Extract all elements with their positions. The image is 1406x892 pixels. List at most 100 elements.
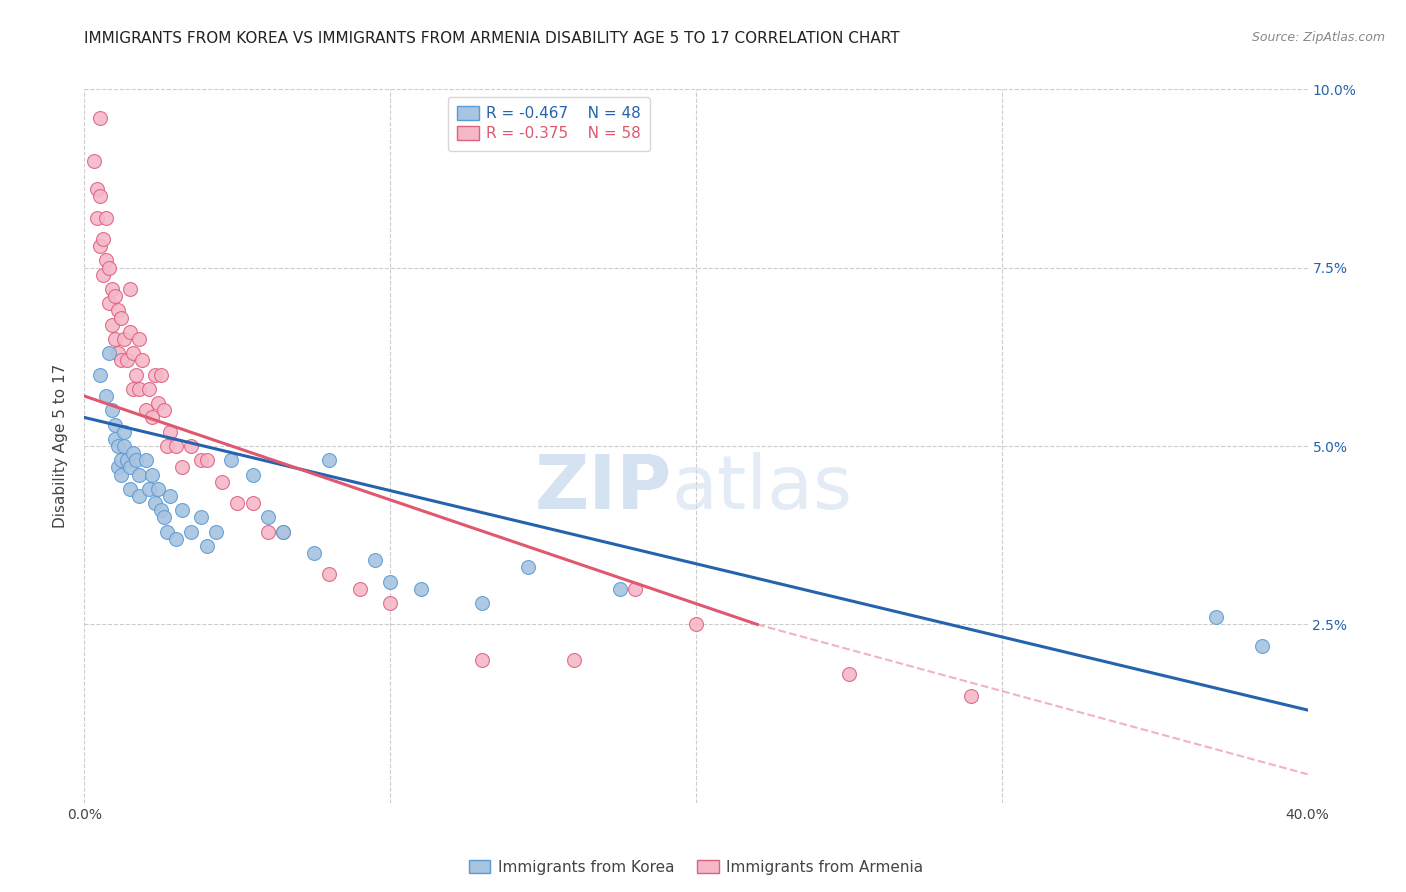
Point bbox=[120, 325, 142, 339]
Point bbox=[138, 382, 160, 396]
Point bbox=[143, 368, 166, 382]
Point bbox=[195, 539, 218, 553]
Point bbox=[180, 524, 202, 539]
Point bbox=[101, 318, 124, 332]
Point bbox=[165, 439, 187, 453]
Point bbox=[562, 653, 585, 667]
Point bbox=[471, 653, 494, 667]
Point bbox=[195, 453, 218, 467]
Point bbox=[104, 332, 127, 346]
Point bbox=[159, 425, 181, 439]
Point bbox=[226, 496, 249, 510]
Point bbox=[91, 268, 114, 282]
Point bbox=[97, 346, 120, 360]
Point bbox=[271, 524, 294, 539]
Point bbox=[122, 446, 145, 460]
Point bbox=[125, 368, 148, 382]
Point bbox=[91, 232, 114, 246]
Text: ZIP: ZIP bbox=[534, 452, 672, 525]
Point bbox=[104, 417, 127, 432]
Point bbox=[94, 253, 117, 268]
Point bbox=[146, 396, 169, 410]
Point bbox=[125, 453, 148, 467]
Point bbox=[318, 453, 340, 467]
Point bbox=[141, 467, 163, 482]
Point bbox=[94, 211, 117, 225]
Point bbox=[110, 310, 132, 325]
Point bbox=[112, 439, 135, 453]
Point bbox=[153, 510, 176, 524]
Point bbox=[97, 260, 120, 275]
Point bbox=[149, 368, 172, 382]
Point bbox=[120, 460, 142, 475]
Point bbox=[107, 303, 129, 318]
Point bbox=[165, 532, 187, 546]
Point bbox=[135, 403, 157, 417]
Point bbox=[146, 482, 169, 496]
Point bbox=[156, 439, 179, 453]
Point bbox=[318, 567, 340, 582]
Point bbox=[180, 439, 202, 453]
Point bbox=[364, 553, 387, 567]
Point bbox=[104, 289, 127, 303]
Point bbox=[685, 617, 707, 632]
Point bbox=[128, 467, 150, 482]
Point bbox=[172, 460, 194, 475]
Point bbox=[128, 332, 150, 346]
Point bbox=[153, 403, 176, 417]
Point bbox=[115, 353, 138, 368]
Point bbox=[89, 111, 111, 125]
Point bbox=[101, 403, 124, 417]
Point bbox=[104, 432, 127, 446]
Point bbox=[380, 574, 402, 589]
Y-axis label: Disability Age 5 to 17: Disability Age 5 to 17 bbox=[53, 364, 69, 528]
Point bbox=[138, 482, 160, 496]
Text: atlas: atlas bbox=[672, 452, 852, 525]
Point bbox=[219, 453, 242, 467]
Point bbox=[89, 239, 111, 253]
Point bbox=[112, 425, 135, 439]
Point bbox=[128, 382, 150, 396]
Point bbox=[89, 189, 111, 203]
Point bbox=[143, 496, 166, 510]
Point bbox=[1250, 639, 1272, 653]
Point bbox=[838, 667, 860, 681]
Point bbox=[257, 524, 280, 539]
Point bbox=[122, 346, 145, 360]
Point bbox=[86, 182, 108, 196]
Point bbox=[83, 153, 105, 168]
Point bbox=[122, 382, 145, 396]
Point bbox=[172, 503, 194, 517]
Point bbox=[149, 503, 172, 517]
Point bbox=[624, 582, 647, 596]
Point bbox=[110, 353, 132, 368]
Point bbox=[159, 489, 181, 503]
Point bbox=[101, 282, 124, 296]
Point bbox=[107, 460, 129, 475]
Point bbox=[242, 496, 264, 510]
Point bbox=[242, 467, 264, 482]
Point bbox=[302, 546, 325, 560]
Point bbox=[211, 475, 233, 489]
Point bbox=[471, 596, 494, 610]
Point bbox=[156, 524, 179, 539]
Point bbox=[86, 211, 108, 225]
Point bbox=[409, 582, 432, 596]
Point bbox=[94, 389, 117, 403]
Text: IMMIGRANTS FROM KOREA VS IMMIGRANTS FROM ARMENIA DISABILITY AGE 5 TO 17 CORRELAT: IMMIGRANTS FROM KOREA VS IMMIGRANTS FROM… bbox=[84, 31, 900, 46]
Point bbox=[110, 453, 132, 467]
Point bbox=[112, 332, 135, 346]
Point bbox=[107, 346, 129, 360]
Point bbox=[141, 410, 163, 425]
Point bbox=[190, 510, 212, 524]
Point bbox=[120, 482, 142, 496]
Legend: Immigrants from Korea, Immigrants from Armenia: Immigrants from Korea, Immigrants from A… bbox=[463, 854, 929, 880]
Point bbox=[349, 582, 371, 596]
Point bbox=[516, 560, 538, 574]
Point bbox=[257, 510, 280, 524]
Point bbox=[97, 296, 120, 310]
Point bbox=[120, 282, 142, 296]
Point bbox=[128, 489, 150, 503]
Point bbox=[380, 596, 402, 610]
Text: Source: ZipAtlas.com: Source: ZipAtlas.com bbox=[1251, 31, 1385, 45]
